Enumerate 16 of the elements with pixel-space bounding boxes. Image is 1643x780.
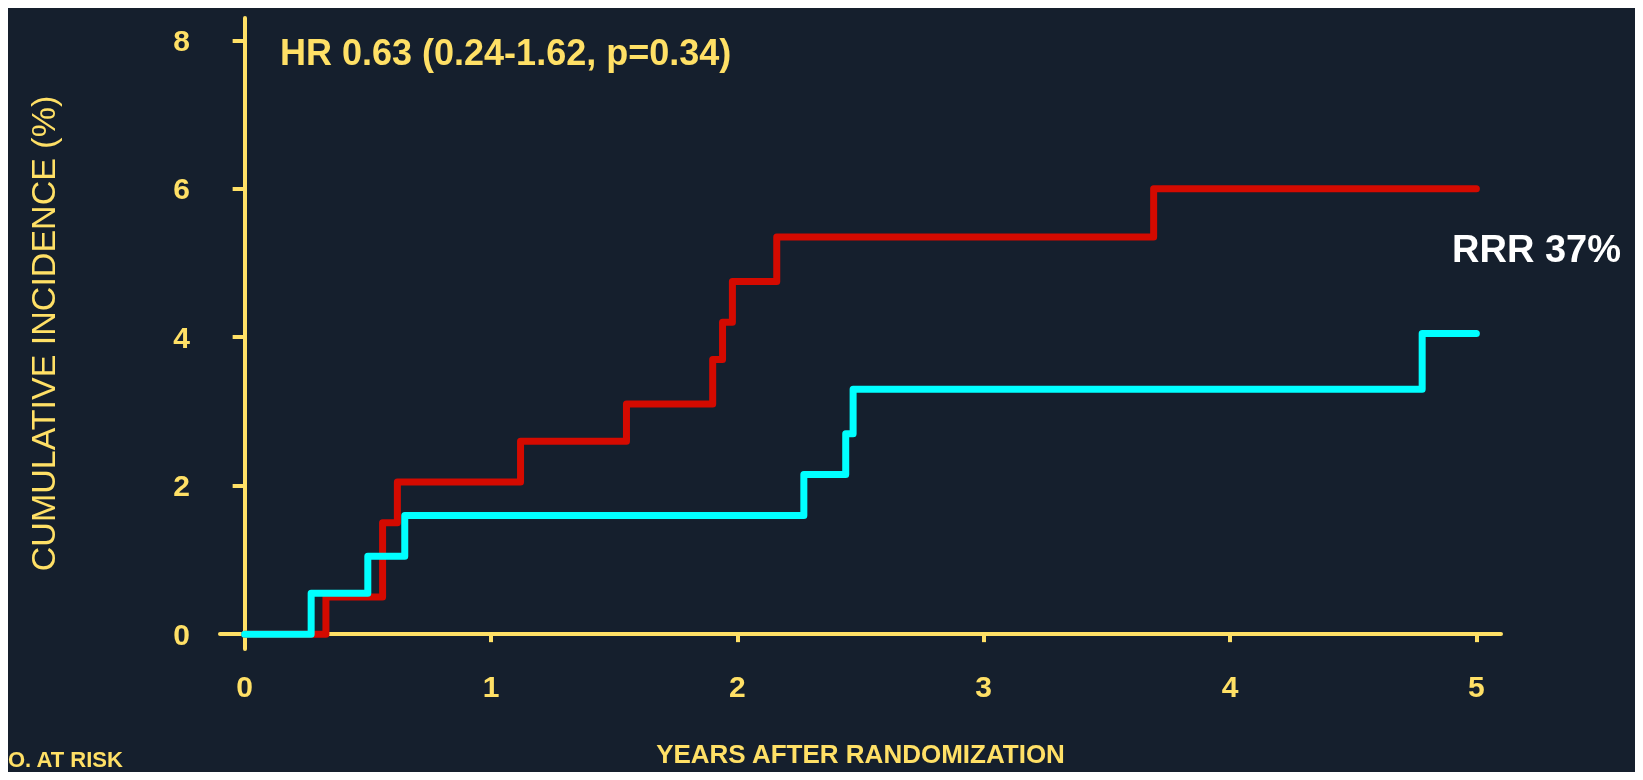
x-tick-label: 0	[236, 669, 253, 703]
x-tick-label: 3	[975, 669, 993, 703]
x-tick-label: 2	[728, 669, 746, 703]
x-tick-label: 1	[482, 669, 500, 703]
y-tick-label: 4	[173, 320, 191, 354]
text: O. AT RISK	[8, 746, 123, 772]
annotation: HR 0.63 (0.24-1.62, p=0.34)	[280, 31, 732, 73]
x-tick-label: 4	[1221, 669, 1239, 703]
y-tick-label: 8	[173, 23, 190, 57]
y-axis-title: CUMULATIVE INCIDENCE (%)	[24, 95, 62, 572]
y-tick-label: 2	[173, 469, 190, 503]
y-tick-label: 0	[173, 617, 190, 651]
y-tick-label: 6	[173, 172, 190, 206]
annotation: RRR 37%	[1452, 228, 1622, 270]
x-tick-label: 5	[1468, 669, 1485, 703]
x-axis-title: YEARS AFTER RANDOMIZATION	[656, 739, 1065, 769]
